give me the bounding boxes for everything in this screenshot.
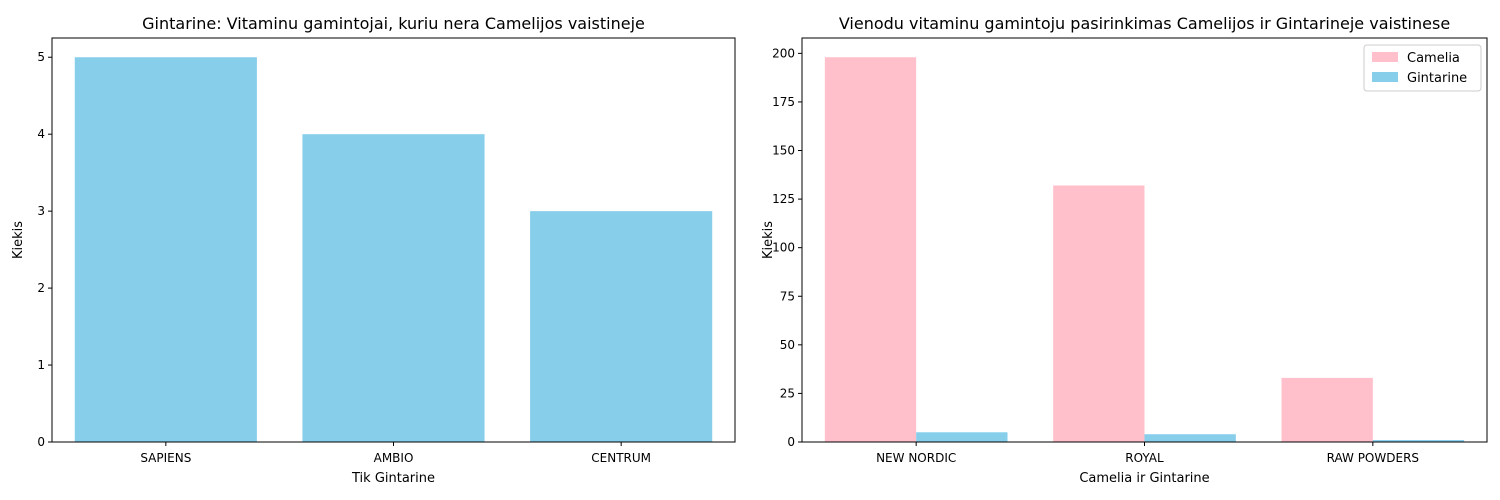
y-tick-label: 1: [37, 358, 45, 372]
x-axis-label: Tik Gintarine: [351, 471, 435, 486]
bar-gintarine-royal: [1144, 434, 1236, 442]
legend-label-gintarine: Gintarine: [1407, 71, 1467, 86]
y-axis-label: Kiekis: [761, 221, 776, 259]
y-tick-label: 3: [37, 204, 45, 218]
legend-swatch-gintarine: [1372, 72, 1398, 82]
y-axis-label: Kiekis: [11, 221, 26, 259]
y-tick-label: 5: [37, 50, 45, 64]
y-tick-label: 175: [772, 95, 795, 109]
x-tick-label: ROYAL: [1125, 451, 1164, 465]
chart-title: Vienodu vitaminu gamintoju pasirinkimas …: [839, 14, 1450, 33]
x-axis-label: Camelia ir Gintarine: [1079, 471, 1209, 486]
y-tick-label: 75: [780, 289, 795, 303]
bar-value-centrum: [530, 211, 713, 442]
chart-2: 0 25 50 75 100 125 150 175 200 NEW NORDIC ROYAL RAW…: [761, 14, 1488, 486]
y-tick-label: 100: [772, 241, 795, 255]
y-tick-label: 25: [780, 386, 795, 400]
y-tick-label: 200: [772, 46, 795, 60]
bar-camelia-raw-powders: [1281, 377, 1373, 442]
bar-camelia-royal: [1053, 185, 1145, 443]
bar-value-sapiens: [74, 57, 257, 443]
legend: Camelia Gintarine: [1363, 44, 1482, 92]
x-tick-label: NEW NORDIC: [876, 451, 956, 465]
y-tick-label: 50: [780, 338, 795, 352]
x-tick-label: RAW POWDERS: [1327, 451, 1419, 465]
y-tick-label: 4: [37, 127, 45, 141]
chart-title: Gintarine: Vitaminu gamintojai, kuriu ne…: [142, 14, 645, 33]
y-tick-label: 125: [772, 192, 795, 206]
bar-value-ambio: [302, 134, 485, 442]
y-tick-label: 2: [37, 281, 45, 295]
bar-camelia-new-nordic: [824, 57, 917, 443]
x-tick-label: AMBIO: [374, 451, 414, 465]
bar-gintarine-new-nordic: [916, 432, 1008, 442]
legend-swatch-camelia: [1372, 52, 1398, 62]
x-tick-label: SAPIENS: [140, 451, 191, 465]
y-tick-label: 0: [787, 435, 795, 449]
y-tick-label: 150: [772, 144, 795, 158]
y-tick-label: 0: [37, 435, 45, 449]
bar-gintarine-raw-powders: [1372, 440, 1465, 442]
chart-1: 0 1 2 3 4 5 SAPIENS AMBIO CENTRUM Gintarine: Vita…: [11, 14, 736, 486]
legend-label-camelia: Camelia: [1407, 51, 1460, 66]
x-tick-label: CENTRUM: [591, 451, 651, 465]
